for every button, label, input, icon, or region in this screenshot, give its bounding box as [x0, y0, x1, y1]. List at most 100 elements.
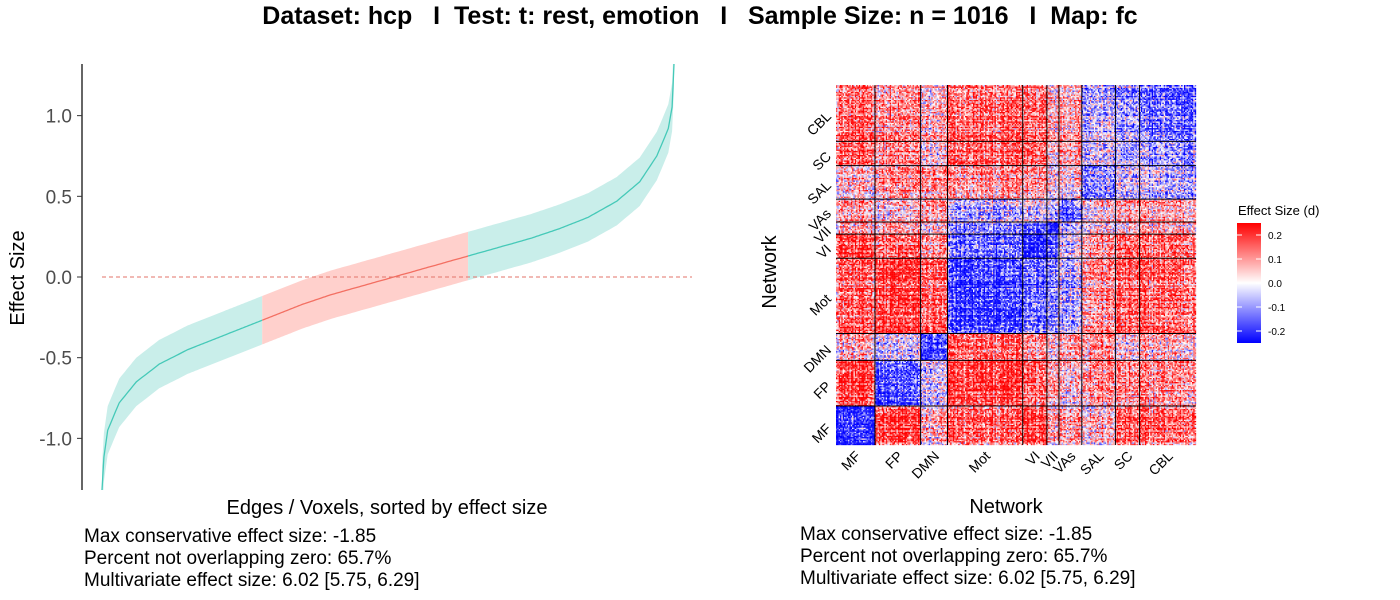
- heatmap-cell: [1071, 440, 1072, 441]
- heatmap-cell: [914, 434, 915, 435]
- heatmap-cell: [995, 438, 996, 439]
- heatmap-cell: [1090, 440, 1091, 441]
- heatmap-cell: [1035, 444, 1036, 445]
- heatmap-cell: [910, 442, 911, 443]
- heatmap-cell: [1043, 437, 1044, 438]
- heatmap-cell: [864, 441, 865, 442]
- heatmap-cell: [1160, 434, 1161, 435]
- network-heatmap-panel: MFFPDMNMotVIVIIVAsSALSCCBL MF FP DMN Mot VIV…: [759, 85, 1319, 589]
- heatmap-cell: [935, 438, 936, 439]
- heatmap-cell: [981, 438, 982, 439]
- heatmap-cell: [1193, 441, 1194, 442]
- heatmap-cell: [1165, 437, 1166, 438]
- heatmap-cell: [1168, 440, 1169, 441]
- heatmap-cell: [848, 437, 849, 438]
- heatmap-cell: [1019, 442, 1020, 443]
- heatmap-cell: [1012, 437, 1013, 438]
- heatmap-cell: [837, 444, 838, 445]
- heatmap-cell: [992, 437, 993, 438]
- heatmap-cell: [941, 437, 942, 438]
- heatmap-cell: [926, 434, 927, 435]
- heatmap-cell: [1154, 441, 1155, 442]
- heatmap-cell: [1158, 441, 1159, 442]
- heatmap-cell: [1176, 438, 1177, 439]
- heatmap-cell: [980, 437, 981, 438]
- heatmap-cell: [1161, 436, 1162, 437]
- heatmap-cell: [849, 434, 850, 435]
- heatmap-cell: [1154, 444, 1155, 445]
- heatmap-cell: [1060, 440, 1061, 441]
- heatmap-cell: [851, 441, 852, 442]
- heatmap-cell: [922, 437, 923, 438]
- heatmap-cell: [1000, 434, 1001, 435]
- heatmap-cell: [926, 438, 927, 439]
- heatmap-cell: [1126, 438, 1127, 439]
- heatmap-cell: [985, 444, 986, 445]
- heatmap-cell: [1052, 442, 1053, 443]
- heatmap-cell: [1072, 438, 1073, 439]
- heatmap-cell: [1181, 434, 1182, 435]
- heatmap-cell: [1123, 444, 1124, 445]
- heatmap-cell: [857, 438, 858, 439]
- heatmap-cell: [907, 444, 908, 445]
- heatmap-cell: [1160, 442, 1161, 443]
- heatmap-cell: [883, 442, 884, 443]
- heatmap-cell: [941, 438, 942, 439]
- heatmap-cell: [898, 437, 899, 438]
- heatmap-cell: [1141, 441, 1142, 442]
- heatmap-cell: [926, 442, 927, 443]
- heatmap-cell: [974, 441, 975, 442]
- heatmap-cell: [1039, 441, 1040, 442]
- heatmap-cell: [993, 436, 994, 437]
- heatmap-cell: [1146, 441, 1147, 442]
- heatmap-cell: [1121, 438, 1122, 439]
- heatmap-cell: [996, 434, 997, 435]
- heatmap-cell: [984, 444, 985, 445]
- heatmap-cell: [839, 441, 840, 442]
- heatmap-cell: [866, 434, 867, 435]
- heatmap-cell: [1118, 436, 1119, 437]
- heatmap-cell: [1130, 441, 1131, 442]
- heatmap-cell: [1037, 436, 1038, 437]
- heatmap-cell: [1017, 441, 1018, 442]
- heatmap-cell: [925, 438, 926, 439]
- heatmap-cell: [972, 438, 973, 439]
- heatmap-cell: [1089, 442, 1090, 443]
- heatmap-cell: [1110, 434, 1111, 435]
- heatmap-cell: [943, 441, 944, 442]
- heatmap-cell: [1191, 436, 1192, 437]
- heatmap-cell: [1036, 441, 1037, 442]
- heatmap-cell: [913, 444, 914, 445]
- heatmap-cell: [891, 438, 892, 439]
- heatmap-cell: [884, 441, 885, 442]
- heatmap-cell: [930, 434, 931, 435]
- heatmap-cell: [892, 434, 893, 435]
- heatmap-cell: [1009, 444, 1010, 445]
- heatmap-cell: [887, 442, 888, 443]
- heatmap-cell: [1087, 444, 1088, 445]
- heatmap-cell: [1019, 438, 1020, 439]
- heatmap-cell: [999, 437, 1000, 438]
- heatmap-cell: [1173, 438, 1174, 439]
- heatmap-cell: [845, 441, 846, 442]
- heatmap-cell: [870, 444, 871, 445]
- heatmap-cell: [1027, 442, 1028, 443]
- heatmap-cell: [913, 437, 914, 438]
- heatmap-cell: [1079, 434, 1080, 435]
- heatmap-cell: [968, 438, 969, 439]
- heatmap-cell: [1133, 436, 1134, 437]
- heatmap-cell: [1011, 442, 1012, 443]
- heatmap-cell: [939, 438, 940, 439]
- heatmap-cell: [995, 440, 996, 441]
- heatmap-cell: [1099, 437, 1100, 438]
- heatmap-cell: [1137, 436, 1138, 437]
- heatmap-cell: [943, 436, 944, 437]
- heatmap-cell: [844, 437, 845, 438]
- heatmap-cell: [1179, 441, 1180, 442]
- heatmap-cell: [841, 444, 842, 445]
- heatmap-cell: [872, 440, 873, 441]
- heatmap-cell: [899, 440, 900, 441]
- heatmap-cell: [836, 441, 837, 442]
- heatmap-cell: [863, 442, 864, 443]
